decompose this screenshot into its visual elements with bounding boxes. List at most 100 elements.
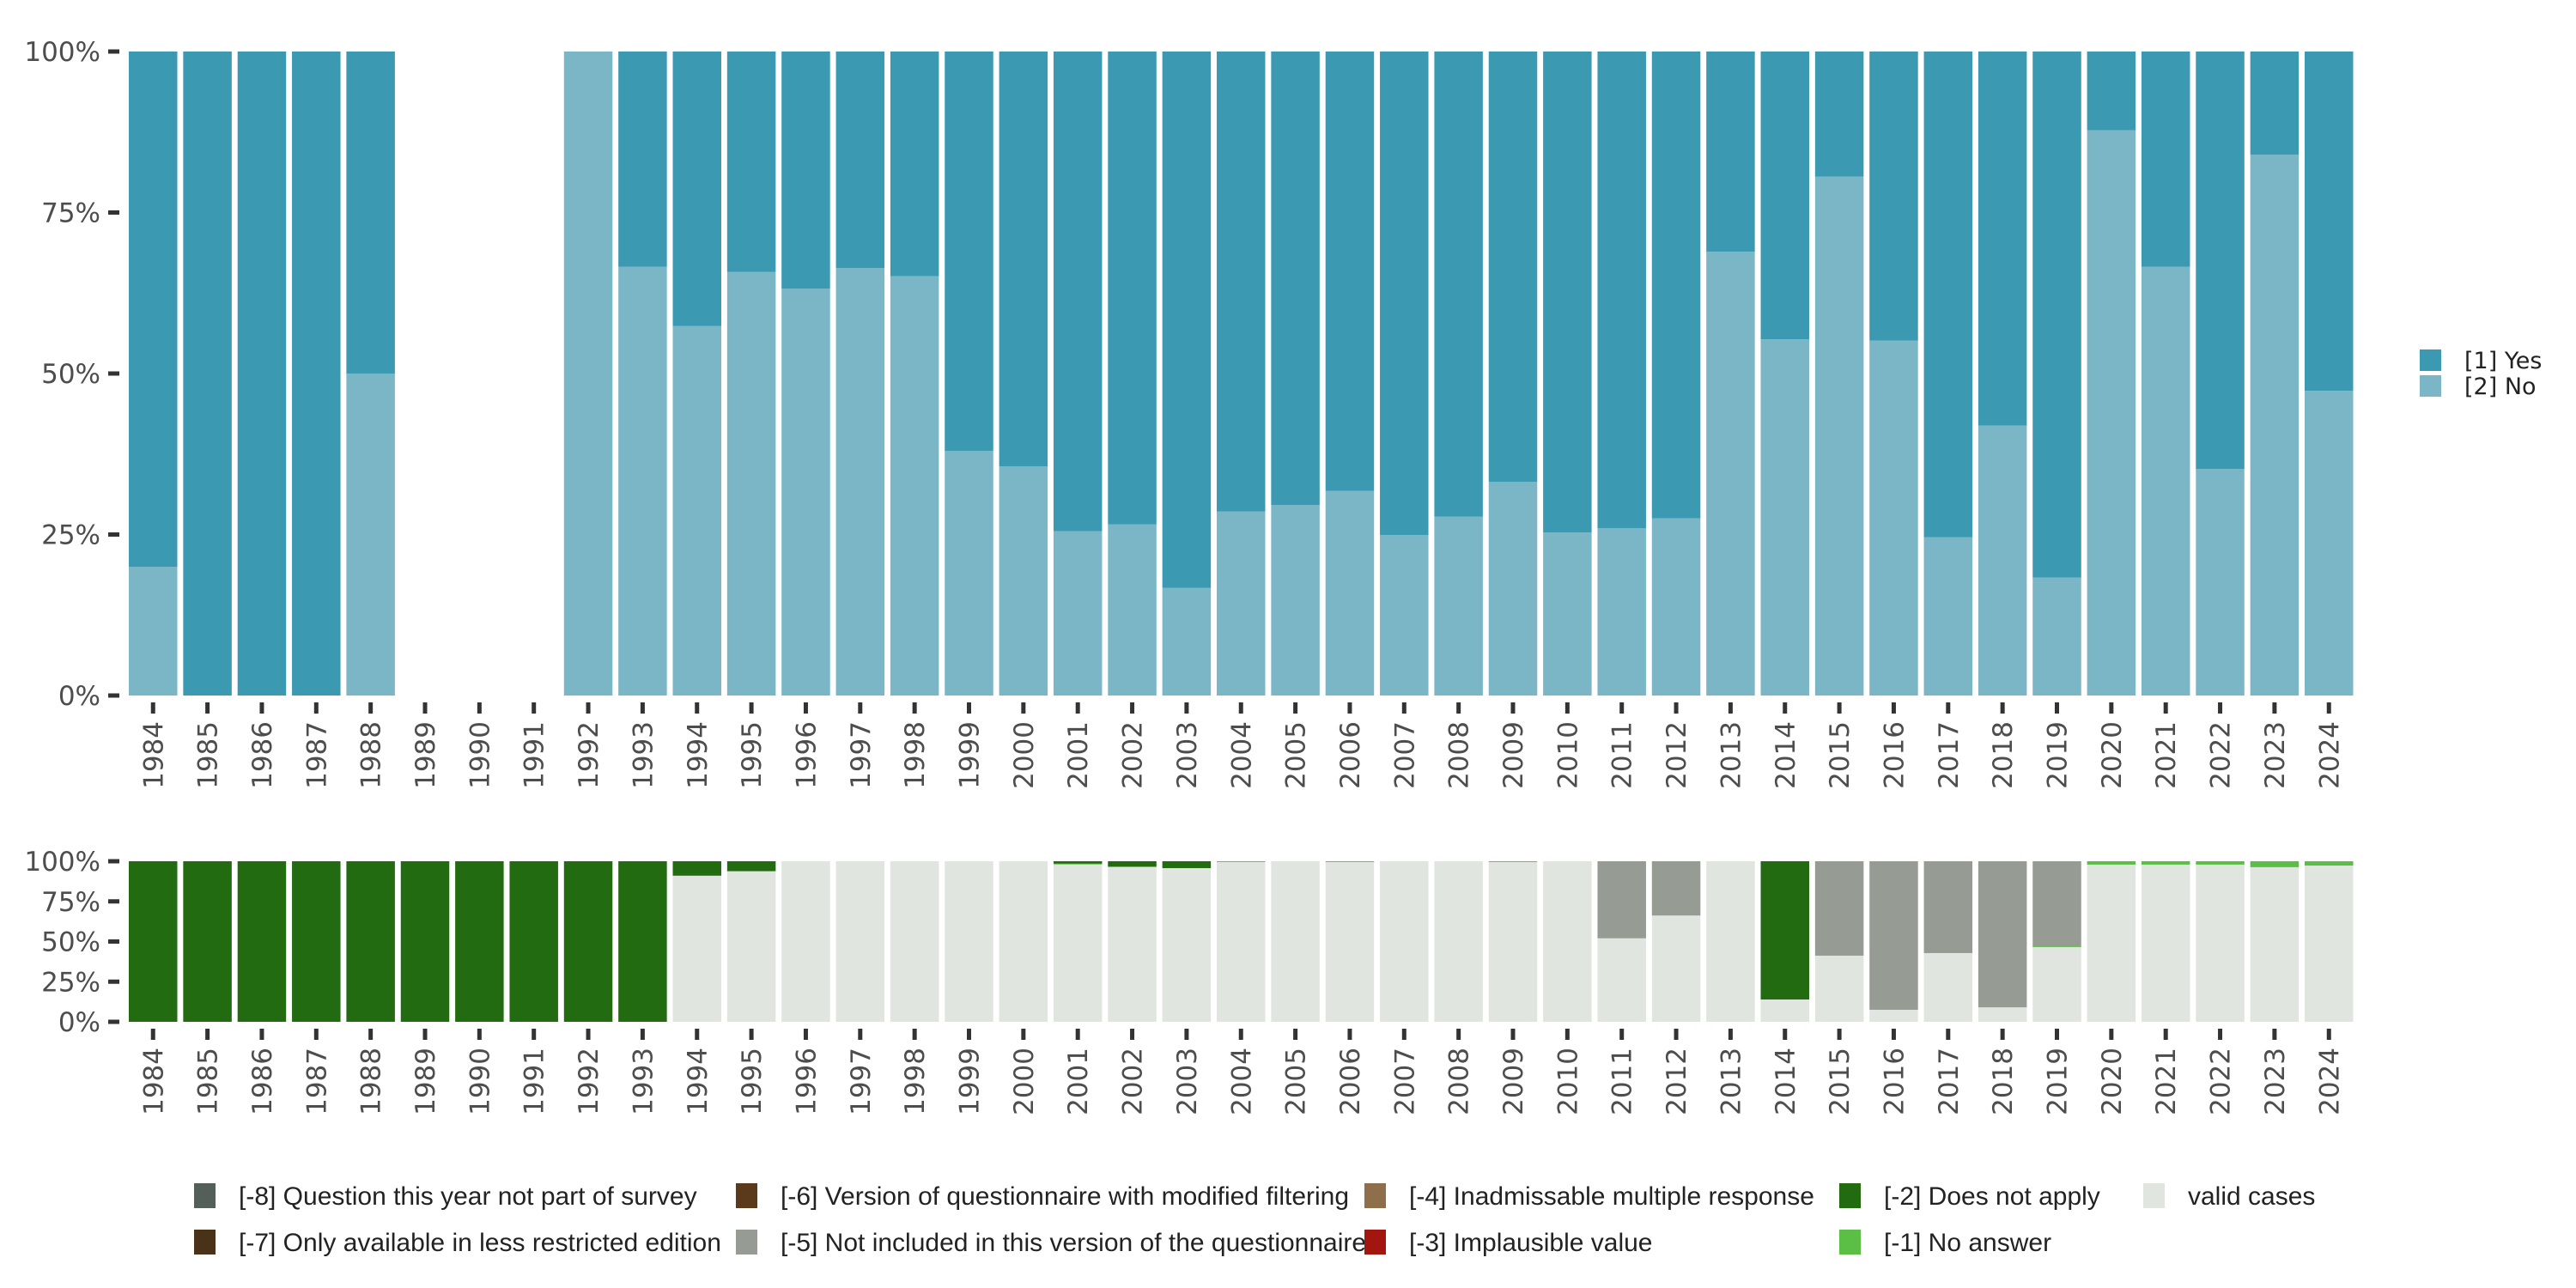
bar-segment-1995-2-does-not-apply (726, 861, 776, 872)
bar-segment-2006-2-no (1325, 490, 1375, 696)
bar-segment-2019-2-no (2032, 577, 2081, 696)
bar-segment-2021-2-no (2141, 266, 2190, 696)
legend-label: [-5] Not included in this version of the… (781, 1229, 1366, 1257)
x-tick-label: 1998 (900, 1048, 931, 1115)
y-tick-label: 25% (41, 967, 100, 998)
bar-segment-2021-1-yes (2141, 52, 2190, 267)
bar-segment-2015-valid-cases (1814, 955, 1864, 1022)
bar-segment-2015-5-not-included-in-this-version-of-the-questionnaire (1814, 861, 1864, 956)
x-tick-label: 1986 (247, 721, 278, 789)
bar-segment-2010-1-yes (1543, 52, 1592, 533)
bar-segment-1984-2-does-not-apply (129, 861, 178, 1022)
bar-segment-2012-5-not-included-in-this-version-of-the-questionnaire (1651, 861, 1701, 916)
x-tick-label: 2005 (1281, 1048, 1312, 1115)
bar-segment-2020-1-yes (2087, 52, 2136, 131)
legend-swatch (1839, 1183, 1861, 1208)
bar-segment-1997-2-no (835, 268, 885, 696)
bar-segment-2011-1-yes (1597, 52, 1646, 528)
y-tick-label: 50% (41, 927, 100, 958)
bar-segment-1996-valid-cases (781, 861, 830, 1022)
bar-segment-1992-2-no (563, 52, 613, 696)
bar-segment-2016-valid-cases (1869, 1009, 1918, 1022)
x-tick-label: 2007 (1389, 1048, 1420, 1115)
bar-segment-1986-2-does-not-apply (237, 861, 287, 1022)
x-tick-label: 2009 (1498, 1048, 1529, 1115)
bar-segment-2006-1-no-answer (1325, 861, 1375, 862)
bar-segment-2001-valid-cases (1053, 864, 1103, 1022)
bar-segment-2011-valid-cases (1597, 938, 1646, 1022)
legend-label: [-6] Version of questionnaire with modif… (781, 1182, 1349, 1211)
bar-segment-2014-valid-cases (1760, 999, 1809, 1022)
bar-segment-2012-1-yes (1651, 52, 1701, 519)
y-tick-label: 0% (58, 1007, 100, 1038)
bar-segment-1994-valid-cases (672, 875, 721, 1022)
bar-segment-2007-valid-cases (1380, 861, 1429, 1022)
bar-segment-1985-1-yes (183, 52, 232, 696)
bar-segment-2001-2-does-not-apply (1053, 861, 1103, 864)
bar-segment-2014-2-does-not-apply (1760, 861, 1809, 1000)
x-tick-label: 1988 (356, 721, 387, 789)
x-tick-label: 2002 (1118, 1048, 1149, 1115)
bar-segment-1989-2-does-not-apply (400, 861, 450, 1022)
legend-swatch (194, 1230, 216, 1255)
y-tick-label: 50% (41, 359, 100, 390)
legend-swatch (736, 1183, 757, 1208)
bar-segment-1993-1-yes (618, 52, 667, 267)
x-tick-label: 2014 (1771, 721, 1801, 789)
legend-label: [-8] Question this year not part of surv… (239, 1182, 697, 1211)
x-tick-label: 2016 (1879, 1048, 1910, 1115)
bar-segment-1995-valid-cases (726, 871, 776, 1022)
x-tick-label: 1999 (955, 721, 986, 789)
bar-segment-2018-1-yes (1978, 52, 2027, 426)
bar-segment-2008-2-no (1434, 516, 1483, 696)
bar-segment-2004-1-no-answer (1217, 861, 1266, 862)
bar-segment-2007-2-no (1380, 535, 1429, 696)
legend-swatch (2143, 1183, 2165, 1208)
x-tick-label: 1992 (574, 721, 605, 789)
top-plot-response-distribution: 0% 25% 50% 75% 100% 1984 1985 1986 1987 1988 1989 1… (24, 37, 2354, 789)
x-tick-label: 2001 (1063, 1048, 1094, 1115)
x-tick-label: 1994 (683, 721, 714, 789)
x-tick-label: 1984 (138, 721, 169, 789)
x-tick-label: 2020 (2097, 721, 2128, 789)
x-tick-label: 2023 (2260, 1048, 2291, 1115)
bar-segment-2013-1-yes (1706, 52, 1755, 252)
bar-segment-1998-1-yes (890, 52, 939, 276)
bar-segment-2012-2-no (1651, 518, 1701, 696)
x-tick-label: 2020 (2097, 1048, 2128, 1115)
bar-segment-2005-1-yes (1271, 52, 1320, 505)
x-tick-label: 1996 (791, 721, 822, 789)
bar-segment-2020-1-no-answer (2087, 861, 2136, 865)
bar-segment-2001-2-no (1053, 531, 1103, 696)
bar-segment-2014-2-no (1760, 339, 1809, 696)
bar-segment-2001-1-no-answer (1053, 863, 1103, 865)
bar-segment-2000-1-yes (999, 52, 1048, 466)
x-tick-label: 2006 (1335, 1048, 1366, 1115)
bar-segment-2017-5-not-included-in-this-version-of-the-questionnaire (1923, 861, 1973, 953)
legend-label: [-7] Only available in less restricted e… (239, 1229, 721, 1257)
bar-segment-1999-1-yes (945, 52, 993, 451)
x-tick-label: 2018 (1988, 721, 2019, 789)
bar-segment-2022-valid-cases (2196, 864, 2245, 1022)
bar-segment-1991-2-does-not-apply (509, 861, 558, 1022)
x-tick-label: 1984 (138, 1048, 169, 1115)
x-tick-label: 1989 (410, 721, 441, 789)
x-tick-label: 2013 (1716, 1048, 1747, 1115)
bar-segment-2024-2-no (2305, 391, 2354, 696)
bar-segment-2016-2-no (1869, 340, 1918, 696)
x-tick-label: 2012 (1662, 1048, 1692, 1115)
x-tick-label: 1993 (628, 721, 659, 789)
x-tick-label: 2021 (2151, 1048, 2182, 1115)
bar-segment-1990-2-does-not-apply (455, 861, 504, 1022)
x-tick-label: 1995 (737, 1048, 768, 1115)
bar-segment-2024-1-no-answer (2305, 861, 2354, 866)
bar-segment-2020-2-no (2087, 130, 2136, 696)
bar-segment-2018-5-not-included-in-this-version-of-the-questionnaire (1978, 861, 2027, 1008)
bar-segment-2023-2-no (2250, 155, 2300, 696)
x-tick-label: 1997 (846, 1048, 877, 1115)
bar-segment-1999-valid-cases (945, 861, 993, 1022)
bar-segment-2007-1-yes (1380, 52, 1429, 536)
legend-swatch (736, 1230, 757, 1255)
x-tick-label: 1994 (683, 1048, 714, 1115)
y-tick-label: 100% (24, 847, 100, 878)
